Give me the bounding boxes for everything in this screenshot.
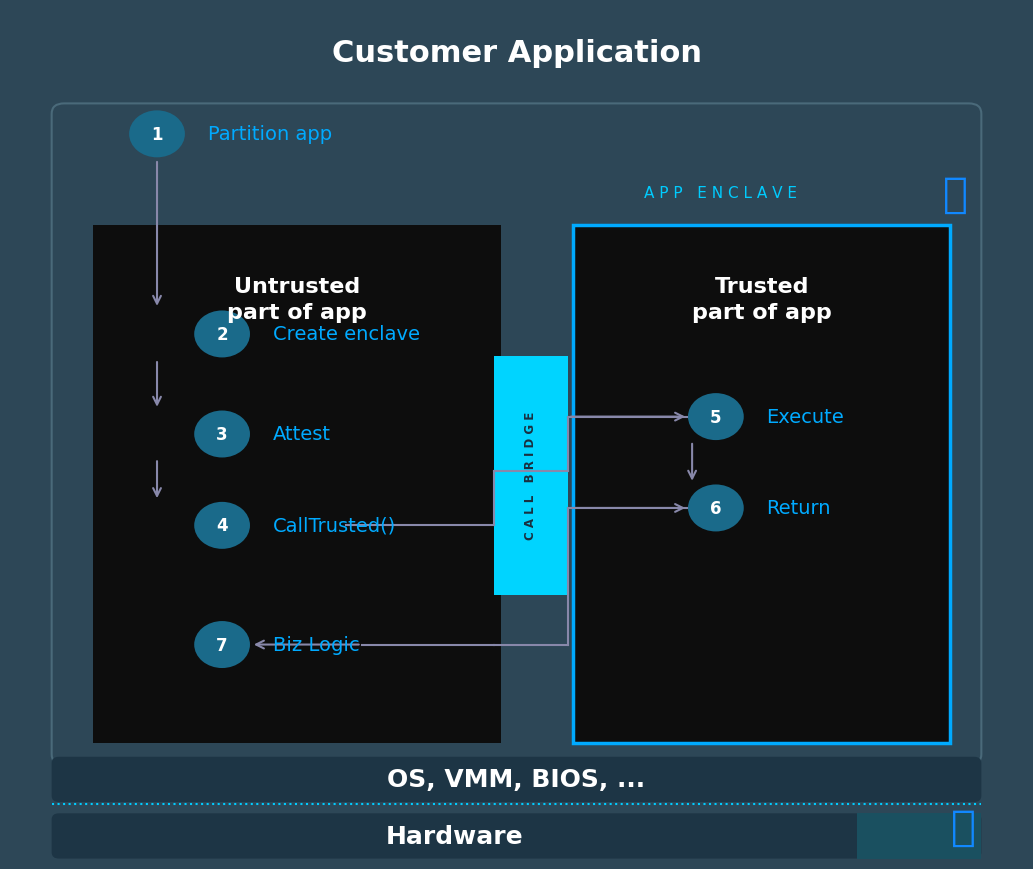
- Text: CallTrusted(): CallTrusted(): [273, 516, 396, 535]
- Text: 7: 7: [216, 636, 228, 653]
- Text: Hardware: Hardware: [385, 824, 524, 848]
- Text: Trusted
part of app: Trusted part of app: [692, 276, 832, 323]
- Text: C A L L   B R I D G E: C A L L B R I D G E: [525, 412, 537, 540]
- Bar: [93, 226, 501, 743]
- Bar: [857, 813, 981, 859]
- Text: 3: 3: [216, 426, 228, 443]
- Text: 6: 6: [710, 500, 722, 517]
- Circle shape: [688, 394, 744, 441]
- Text: Create enclave: Create enclave: [273, 325, 419, 344]
- Circle shape: [688, 485, 744, 532]
- FancyBboxPatch shape: [52, 813, 981, 859]
- Text: Return: Return: [766, 499, 831, 518]
- Circle shape: [129, 111, 185, 158]
- FancyBboxPatch shape: [52, 104, 981, 765]
- Text: 5: 5: [710, 408, 722, 426]
- Text: 1: 1: [151, 126, 163, 143]
- FancyBboxPatch shape: [52, 757, 981, 802]
- Text: Customer Application: Customer Application: [332, 39, 701, 69]
- Text: Execute: Execute: [766, 408, 844, 427]
- Text: 4: 4: [216, 517, 228, 534]
- Text: 🔒: 🔒: [951, 806, 976, 848]
- Bar: [494, 356, 568, 595]
- Text: Partition app: Partition app: [208, 125, 332, 144]
- Text: OS, VMM, BIOS, ...: OS, VMM, BIOS, ...: [387, 767, 646, 792]
- Bar: [573, 226, 950, 743]
- Circle shape: [194, 311, 250, 358]
- Circle shape: [194, 621, 250, 668]
- Circle shape: [194, 411, 250, 458]
- Text: Untrusted
part of app: Untrusted part of app: [227, 276, 367, 323]
- Circle shape: [194, 502, 250, 549]
- Text: Attest: Attest: [273, 425, 331, 444]
- Text: A P P   E N C L A V E: A P P E N C L A V E: [644, 185, 797, 201]
- Text: Biz Logic: Biz Logic: [273, 635, 359, 654]
- Text: 2: 2: [216, 326, 228, 343]
- Text: 🔒: 🔒: [943, 174, 968, 216]
